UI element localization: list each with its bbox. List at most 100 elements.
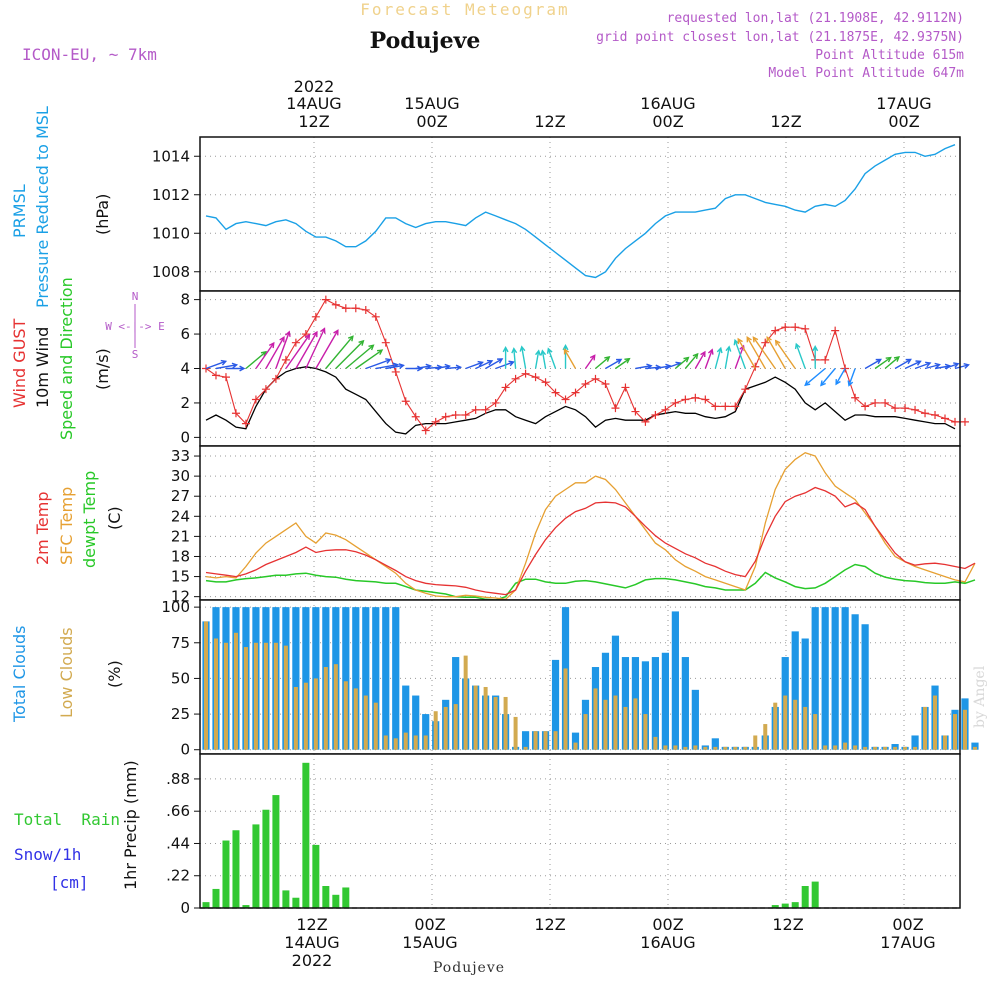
gust-marker	[771, 326, 780, 335]
total-cloud-bar	[571, 732, 580, 750]
model-altitude: Model Point Altitude 647m	[768, 66, 964, 81]
wind-arrow-shaft	[547, 348, 557, 369]
prmsl-label: PRMSL	[10, 184, 29, 238]
wind-arrow	[924, 362, 941, 370]
y-tick-label: 1014	[152, 147, 190, 165]
wind-arrow-head	[812, 345, 819, 352]
gust-marker	[701, 395, 710, 404]
wind-arrow-shaft	[285, 334, 310, 369]
bottom-year-label: 2022	[292, 951, 333, 970]
wind-arrow-shaft	[665, 362, 681, 370]
wind-arrow-shaft	[345, 344, 374, 370]
gust-marker	[591, 374, 600, 383]
gust-marker	[741, 385, 750, 394]
low-cloud-bar	[813, 714, 818, 750]
wind-panel: 0 2 4 6 8	[180, 290, 970, 447]
compass-south: S	[132, 348, 139, 361]
low-cloud-bar	[323, 667, 328, 750]
wind-arrow	[495, 360, 515, 370]
low-cloud-bar	[403, 732, 408, 750]
wind-arrow-shaft	[605, 358, 622, 370]
wind-arrow-head	[616, 358, 623, 365]
wind-arrow-head	[683, 356, 690, 363]
rain-bar	[312, 844, 320, 908]
wind-arrow-shaft	[335, 340, 364, 369]
top-day-label: 16AUG	[640, 94, 695, 113]
low-cloud-bar	[233, 632, 238, 750]
low-cloud-bar	[773, 702, 778, 750]
wind-arrow-head	[953, 362, 960, 368]
wind-arrow	[766, 336, 786, 369]
wind-arrow	[295, 330, 318, 369]
low-cloud-bar	[673, 745, 678, 750]
wind-arrow	[804, 367, 826, 387]
wind-arrow	[275, 330, 291, 369]
low-cloud-bar	[573, 742, 578, 750]
low-cloud-bar	[543, 731, 548, 750]
wind-arrow	[285, 333, 311, 369]
wind-arrow-shaft	[766, 336, 786, 369]
top-day-label: 17AUG	[876, 94, 931, 113]
gust-marker	[481, 405, 490, 414]
panel-background	[200, 446, 960, 600]
low-cloud-bar	[463, 655, 468, 750]
total-cloud-bar	[342, 607, 350, 750]
wind-arrow-shaft	[495, 361, 514, 370]
total-cloud-bar	[452, 657, 460, 750]
gust-marker	[861, 402, 870, 411]
wind-arrow	[794, 342, 806, 369]
wind-arrow-shaft	[694, 351, 706, 369]
wind-arrow	[563, 348, 577, 369]
wind-arrow-shaft	[714, 348, 722, 369]
wind-arrow	[737, 337, 756, 369]
low-cloud-bar	[273, 642, 278, 750]
y-tick-label: 0	[180, 899, 190, 917]
wind-arrow-head	[737, 337, 743, 345]
wind-arrow	[746, 336, 766, 369]
wind-arrow-shaft	[415, 365, 431, 370]
wind-arrow-head	[746, 336, 752, 343]
y-tick-label: 100	[161, 598, 190, 616]
wind-arrow	[835, 368, 846, 386]
low-cloud-bar	[303, 682, 308, 750]
low-cloud-bar	[893, 746, 898, 750]
gust-marker	[471, 405, 480, 414]
wind-arrow-shaft	[465, 361, 483, 370]
requested-coords: requested lon,lat (21.1908E, 42.9112N)	[667, 11, 964, 26]
wind-arrow-shaft	[737, 338, 756, 369]
total-cloud-bar	[661, 652, 669, 750]
gust-marker	[941, 414, 950, 423]
total-cloud-bar	[611, 635, 620, 750]
wind-arrow-head	[700, 350, 706, 358]
wind-arrow-head	[304, 333, 311, 340]
top-time-axis: 2022 14AUG 12Z 15AUG 00Z 12Z 16AUG 00Z 1…	[286, 77, 931, 131]
low-cloud-bar	[623, 706, 628, 750]
gust-marker	[321, 295, 330, 304]
y-tick-label: 25	[171, 705, 190, 723]
gust-marker	[681, 395, 690, 404]
wind-arrow-head	[455, 364, 463, 371]
wind-arrow	[534, 349, 541, 369]
wind-arrow-shaft	[355, 349, 383, 370]
wind-arrow-head	[774, 339, 781, 346]
gust-marker	[461, 411, 470, 419]
bottom-hour-label: 00Z	[414, 915, 445, 934]
wind-arrow-head	[893, 355, 901, 362]
wind-arrow	[944, 362, 960, 370]
total-cloud-bar	[681, 657, 689, 750]
total-clouds-label: Total Clouds	[10, 626, 29, 724]
gust-marker	[791, 323, 800, 332]
rain-label: Total Rain	[14, 810, 120, 829]
low-cloud-bar	[413, 735, 418, 750]
gust-marker	[531, 373, 540, 382]
gust-marker	[561, 395, 570, 404]
gust-marker	[431, 417, 440, 426]
total-cloud-bar	[851, 614, 859, 750]
gust-marker	[491, 398, 500, 407]
wind-arrow	[519, 345, 527, 369]
top-hour-label: 00Z	[416, 112, 447, 131]
gust-marker	[361, 305, 370, 314]
gust-marker	[581, 380, 590, 388]
low-cloud-bar	[693, 745, 698, 750]
wind-arrow	[774, 339, 796, 369]
